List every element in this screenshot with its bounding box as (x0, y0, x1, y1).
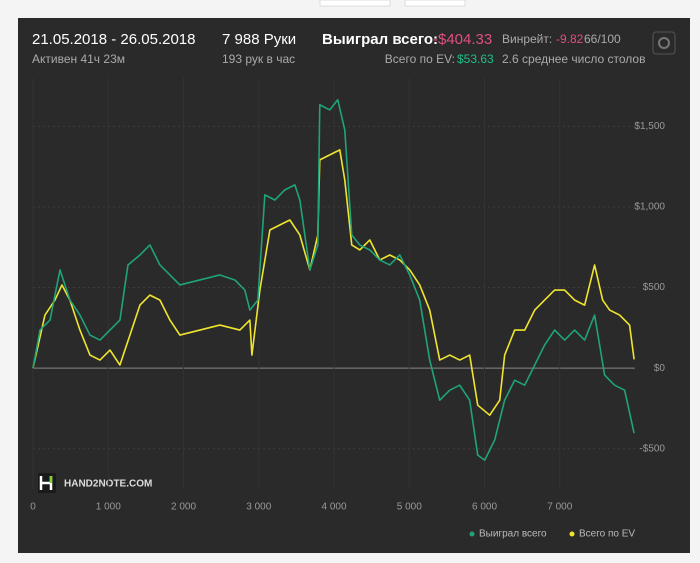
tables: 2.6 среднее число столов (502, 52, 645, 66)
legend-marker (469, 531, 475, 537)
line (32, 98, 635, 461)
legend-label: Всего по EV (579, 529, 635, 540)
winrate-label: Винрейт: (502, 32, 552, 46)
line (32, 149, 635, 416)
x-tick-label: 7 000 (547, 502, 572, 513)
settings-button[interactable] (652, 31, 676, 55)
legend-label: Выиграл всего (479, 529, 547, 540)
y-tick-label: $1,500 (634, 121, 665, 132)
ev-value: $53.63 (457, 52, 494, 66)
x-tick-label: 6 000 (472, 502, 497, 513)
ev-label: Всего по EV: (385, 52, 455, 66)
x-tick-label: 2 000 (171, 502, 196, 513)
y-tick-label: -$500 (639, 443, 665, 454)
x-tick-label: 0 (30, 502, 36, 513)
dates: 21.05.2018 - 26.05.2018 (32, 31, 195, 48)
panel (18, 18, 690, 553)
x-tick-label: 1 000 (96, 502, 121, 513)
x-tick-label: 4 000 (321, 502, 346, 513)
winrate-sample: 66/100 (584, 32, 621, 46)
won-label: Выиграл всего: (322, 31, 438, 48)
top-button[interactable] (319, 0, 391, 7)
rate: 193 рук в час (222, 52, 295, 66)
x-tick-label: 5 000 (397, 502, 422, 513)
legend-marker (569, 531, 575, 537)
active: Активен 41ч 23м (32, 52, 125, 66)
x-tick-label: 3 000 (246, 502, 271, 513)
won-value: -$404.33 (433, 31, 492, 48)
winrate-value: -9.82 (556, 32, 584, 46)
hands: 7 988 Руки (222, 31, 296, 48)
top-button[interactable] (404, 0, 466, 7)
y-tick-label: $1,000 (634, 202, 665, 213)
y-tick-label: $0 (654, 363, 666, 374)
y-tick-label: $500 (643, 282, 666, 293)
